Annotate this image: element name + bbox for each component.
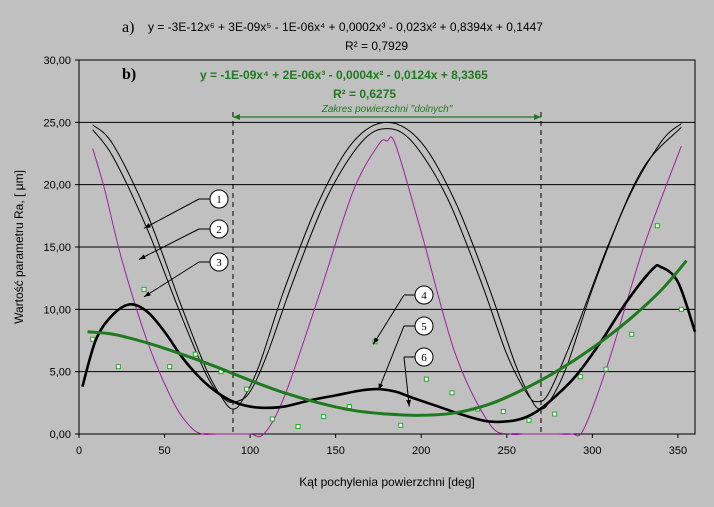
- data-point: [449, 390, 455, 396]
- data-point: [678, 306, 684, 312]
- series-6: [87, 259, 688, 417]
- y-axis: 0,00 5,00 10,00 15,00 20,00 25,00 30,00: [43, 55, 79, 441]
- equation-b-text: y = -1E-09x⁴ + 2E-06x³ - 0,0004x² - 0,01…: [200, 68, 488, 82]
- callout-label: 6: [421, 352, 427, 364]
- callout-2: 2: [138, 219, 229, 260]
- callout-leader: [377, 325, 405, 391]
- series-1: [92, 121, 682, 410]
- callout-arrowhead: [144, 223, 151, 229]
- data-point: [629, 331, 635, 337]
- y-tick-label: 15,00: [43, 242, 71, 254]
- callout-circle: [209, 252, 229, 272]
- callout-arrowhead: [144, 291, 151, 297]
- x-tick-label: 0: [76, 445, 82, 457]
- grid: [79, 59, 695, 435]
- data-point: [244, 386, 250, 392]
- data-point: [552, 411, 558, 417]
- callout-leader: [143, 198, 200, 229]
- x-tick-label: 100: [241, 445, 259, 457]
- data-point: [500, 409, 506, 415]
- data-point: [115, 364, 121, 370]
- data-point: [141, 286, 147, 292]
- y-tick-label: 0,00: [50, 429, 71, 441]
- equation-a-r2: R² = 0,7929: [345, 39, 408, 53]
- callout-circle: [414, 316, 434, 336]
- series-layer: [81, 121, 697, 438]
- series-2: [92, 126, 682, 403]
- callout-circle: [209, 189, 229, 209]
- x-tick-label: 350: [669, 445, 687, 457]
- data-point: [654, 223, 660, 229]
- x-axis-title: Kąt pochylenia powierzchni [deg]: [299, 475, 474, 489]
- series-4: [90, 223, 684, 430]
- data-point: [167, 364, 173, 370]
- callout-leader: [143, 261, 200, 298]
- callout-label: 2: [216, 224, 222, 236]
- callout-leader: [372, 294, 405, 345]
- callouts: 1 2 3 4 5 6: [138, 189, 434, 407]
- callout-arrowhead: [378, 383, 384, 391]
- series-line-1: [92, 121, 682, 410]
- data-point: [321, 414, 327, 420]
- callout-circle: [414, 285, 434, 305]
- callout-label: 5: [421, 321, 427, 333]
- equation-a-letter: a): [122, 19, 134, 36]
- callout-1: 1: [143, 189, 229, 229]
- equation-b-letter: b): [122, 66, 136, 83]
- callout-leader: [138, 228, 200, 260]
- data-point: [423, 376, 429, 382]
- data-point: [90, 336, 96, 342]
- range-annotation: Zakres powierzchni "dolnych": [232, 104, 542, 434]
- equation-b-r2: R² = 0,6275: [333, 87, 396, 101]
- data-point: [526, 417, 532, 423]
- callout-3: 3: [143, 252, 229, 298]
- x-tick-label: 200: [412, 445, 430, 457]
- range-label: Zakres powierzchni "dolnych": [321, 104, 453, 115]
- callout-arrowhead: [373, 337, 379, 345]
- data-point: [603, 366, 609, 372]
- series-line-5: [81, 263, 697, 424]
- y-tick-label: 20,00: [43, 180, 71, 192]
- series-5: [81, 263, 697, 424]
- callout-arrowhead: [406, 399, 411, 407]
- y-tick-label: 30,00: [43, 55, 71, 67]
- callout-4: 4: [372, 285, 434, 345]
- range-arrowhead-left: [233, 114, 240, 120]
- data-point: [295, 424, 301, 430]
- x-tick-label: 50: [158, 445, 170, 457]
- data-point: [192, 351, 198, 357]
- x-axis: 0 50 100 150 200 250 300 350: [76, 434, 687, 457]
- callout-leader: [403, 356, 410, 407]
- series-3: [92, 136, 682, 438]
- callout-arrowhead: [138, 254, 146, 260]
- y-tick-label: 25,00: [43, 117, 71, 129]
- range-arrowhead-right: [534, 114, 541, 120]
- y-tick-label: 10,00: [43, 304, 71, 316]
- series-line-3: [92, 136, 682, 438]
- x-tick-label: 150: [326, 445, 344, 457]
- callout-label: 4: [421, 290, 427, 302]
- callout-circle: [209, 219, 229, 239]
- x-tick-label: 250: [498, 445, 516, 457]
- callout-label: 1: [216, 194, 222, 206]
- equation-a-text: y = -3E-12x⁶ + 3E-09x⁵ - 1E-06x⁴ + 0,000…: [148, 20, 543, 34]
- callout-label: 3: [216, 257, 222, 269]
- data-point: [577, 374, 583, 380]
- callout-circle: [414, 347, 434, 367]
- data-point: [269, 416, 275, 422]
- series-line-6: [87, 259, 688, 417]
- y-axis-title: Wartość parametru Ra, [ μm]: [12, 170, 26, 324]
- data-point: [398, 422, 404, 428]
- callout-6: 6: [403, 347, 434, 407]
- y-tick-label: 5,00: [50, 367, 71, 379]
- x-tick-label: 300: [583, 445, 601, 457]
- callout-5: 5: [377, 316, 434, 391]
- series-line-2: [92, 126, 682, 403]
